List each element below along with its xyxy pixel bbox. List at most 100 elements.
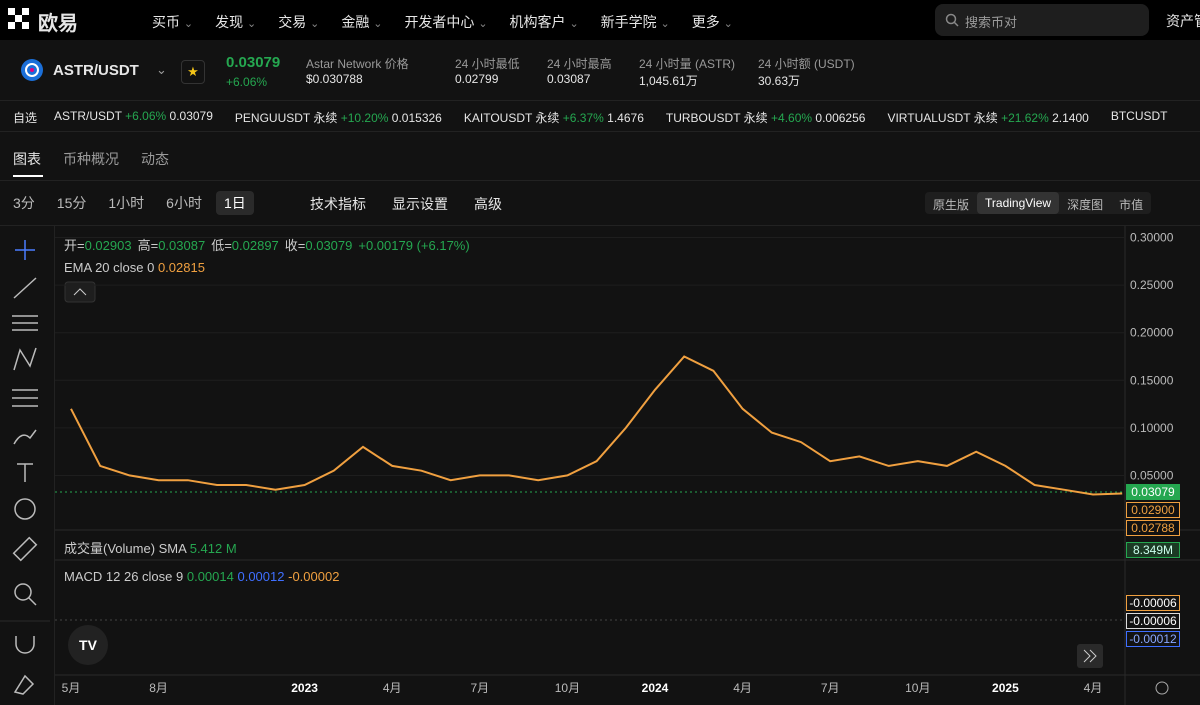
ticker-change: +4.60%: [771, 111, 813, 125]
ticker-change: +21.62%: [1001, 111, 1049, 125]
stat-label: Astar Network 价格: [306, 57, 409, 71]
tool[interactable]: 高级: [474, 196, 502, 212]
y-tick-label: 0.15000: [1130, 373, 1174, 387]
ema-legend: EMA 20 close 0 0.02815: [64, 260, 205, 275]
ticker-name: TURBOUSDT 永续: [665, 111, 768, 125]
ohlc-label: 开=: [64, 238, 85, 253]
logo-text: 欧易: [38, 13, 78, 35]
ticker-name: BTCUSDT: [1110, 109, 1168, 123]
interval[interactable]: 15分: [56, 195, 87, 211]
ohlc-value: 0.02897: [231, 238, 279, 253]
ohlc-change: +0.00179 (+6.17%): [358, 238, 470, 253]
search-box[interactable]: 搜索币对: [935, 4, 1149, 36]
view[interactable]: 市值: [1119, 198, 1144, 212]
pair[interactable]: ASTR/USDT: [53, 62, 139, 79]
tab[interactable]: 动态: [141, 151, 169, 167]
axis-badge: 0.03079: [1126, 484, 1180, 500]
ticker-price: 0.015326: [391, 111, 442, 125]
interval[interactable]: 6小时: [166, 195, 202, 211]
top-nav: 欧易 买币 ⌄ 发现 ⌄ 交易 ⌄ 金融 ⌄ 开发者中心 ⌄ 机构客户 ⌄ 新手学院 ⌄ 更多…: [0, 0, 1200, 40]
volume-legend: 成交量(Volume) SMA 5.412 M: [64, 538, 237, 557]
x-tick-label: 10月: [905, 681, 930, 695]
settings-icon[interactable]: [1155, 681, 1169, 695]
ticker-name: ASTR/USDT: [54, 109, 122, 123]
ticker-price: 0.03079: [169, 109, 213, 123]
macd-value: 0.00012: [237, 569, 285, 584]
macd-legend: MACD 12 26 close 9 0.00014 0.00012 -0.00…: [64, 569, 339, 584]
tv-logo: [68, 625, 108, 665]
menu-item[interactable]: 新手学院 ⌄: [600, 14, 670, 30]
ohlc-legend: 开=0.02903 高=0.03087 低=0.02897 收=0.03079 +0.0…: [64, 235, 470, 254]
tv-logo-text: TV: [79, 637, 98, 653]
stat-value: 0.02799: [455, 72, 499, 86]
ticker-item[interactable]: VIRTUALUSDT 永续 +21.62% 2.1400: [887, 109, 1088, 126]
menu-item[interactable]: 买币 ⌄: [152, 14, 194, 30]
ticker-change: +6.37%: [562, 111, 604, 125]
y-tick-label: 0.25000: [1130, 278, 1174, 292]
view[interactable]: TradingView: [977, 192, 1060, 214]
menu-item[interactable]: 交易 ⌄: [278, 14, 320, 30]
pair-dropdown[interactable]: ⌄: [156, 62, 167, 77]
menu-item[interactable]: 金融 ⌄: [341, 14, 383, 30]
x-tick-label: 2025: [992, 681, 1019, 695]
price-change: +6.06%: [226, 75, 268, 89]
tab[interactable]: 币种概况: [63, 151, 119, 167]
stat-label: 24 小时最高: [547, 57, 612, 71]
x-tick-label: 7月: [821, 681, 840, 695]
menu-item[interactable]: 机构客户 ⌄: [509, 14, 579, 30]
interval[interactable]: 1日: [215, 191, 254, 215]
menu-item[interactable]: 更多 ⌄: [691, 14, 733, 30]
ohlc-label: 收=: [284, 238, 306, 253]
favorite-star[interactable]: ★: [181, 60, 205, 84]
menu-item[interactable]: 开发者中心 ⌄: [404, 14, 488, 30]
ticker-item[interactable]: ASTR/USDT +6.06% 0.03079: [54, 109, 213, 126]
macd-label: MACD 12 26 close 9: [64, 569, 184, 584]
tool[interactable]: 显示设置: [392, 196, 448, 212]
ticker-item[interactable]: TURBOUSDT 永续 +4.60% 0.006256: [666, 109, 866, 126]
price-line: [70, 355, 1123, 496]
y-tick-label: 0.20000: [1130, 326, 1174, 340]
ticker-label: 自选: [13, 111, 38, 125]
interval[interactable]: 3分: [13, 195, 35, 211]
x-tick-label: 8月: [149, 681, 168, 695]
x-tick-label: 4月: [1084, 681, 1103, 695]
tab[interactable]: 图表: [13, 151, 41, 167]
ticker-items: ASTR/USDT +6.06% 0.03079 PENGUUSDT 永续 +10…: [54, 109, 1168, 126]
assets-link[interactable]: 资产管: [1166, 13, 1200, 29]
x-tick-label: 2024: [642, 681, 669, 695]
interval[interactable]: 1小时: [108, 195, 145, 211]
ticker-item[interactable]: BTCUSDT: [1111, 109, 1168, 126]
tool[interactable]: 技术指标: [310, 196, 366, 212]
view[interactable]: 原生版: [933, 198, 970, 212]
collapse-icon: [73, 288, 87, 296]
axis-badge: 0.02788: [1126, 520, 1180, 536]
ohlc-value: 0.03087: [158, 238, 206, 253]
stat-value: $0.030788: [306, 72, 363, 86]
ticker-item[interactable]: PENGUUSDT 永续 +10.20% 0.015326: [235, 109, 442, 126]
scroll-icon: [1083, 649, 1097, 663]
ticker-item[interactable]: KAITOUSDT 永续 +6.37% 1.4676: [464, 109, 644, 126]
ticker-price: 2.1400: [1052, 111, 1089, 125]
x-tick-label: 7月: [470, 681, 489, 695]
stat-label: 24 小时最低: [455, 57, 520, 71]
collapse-button[interactable]: [64, 281, 96, 303]
ticker-name: VIRTUALUSDT 永续: [887, 111, 998, 125]
menu-item[interactable]: 发现 ⌄: [215, 14, 257, 30]
axis-badge: -0.00006: [1126, 613, 1180, 629]
ohlc-label: 高=: [137, 238, 159, 253]
axis-badge: -0.00006: [1126, 595, 1180, 611]
ohlc-value: 0.02903: [84, 238, 132, 253]
ticker-change: +10.20%: [340, 111, 389, 125]
ticker-name: PENGUUSDT 永续: [234, 111, 338, 125]
ema-label: EMA 20 close 0: [64, 260, 155, 275]
axis-badge: 0.02900: [1126, 502, 1180, 518]
tab-underline: [13, 175, 43, 177]
x-tick-label: 10月: [555, 681, 580, 695]
ticker-change: +6.06%: [125, 109, 167, 123]
axis-badge: -0.00012: [1126, 631, 1180, 647]
macd-value: -0.00002: [288, 569, 340, 584]
view[interactable]: 深度图: [1067, 198, 1104, 212]
axis-badge: 8.349M: [1126, 542, 1180, 558]
ema-value: 0.02815: [157, 260, 205, 275]
